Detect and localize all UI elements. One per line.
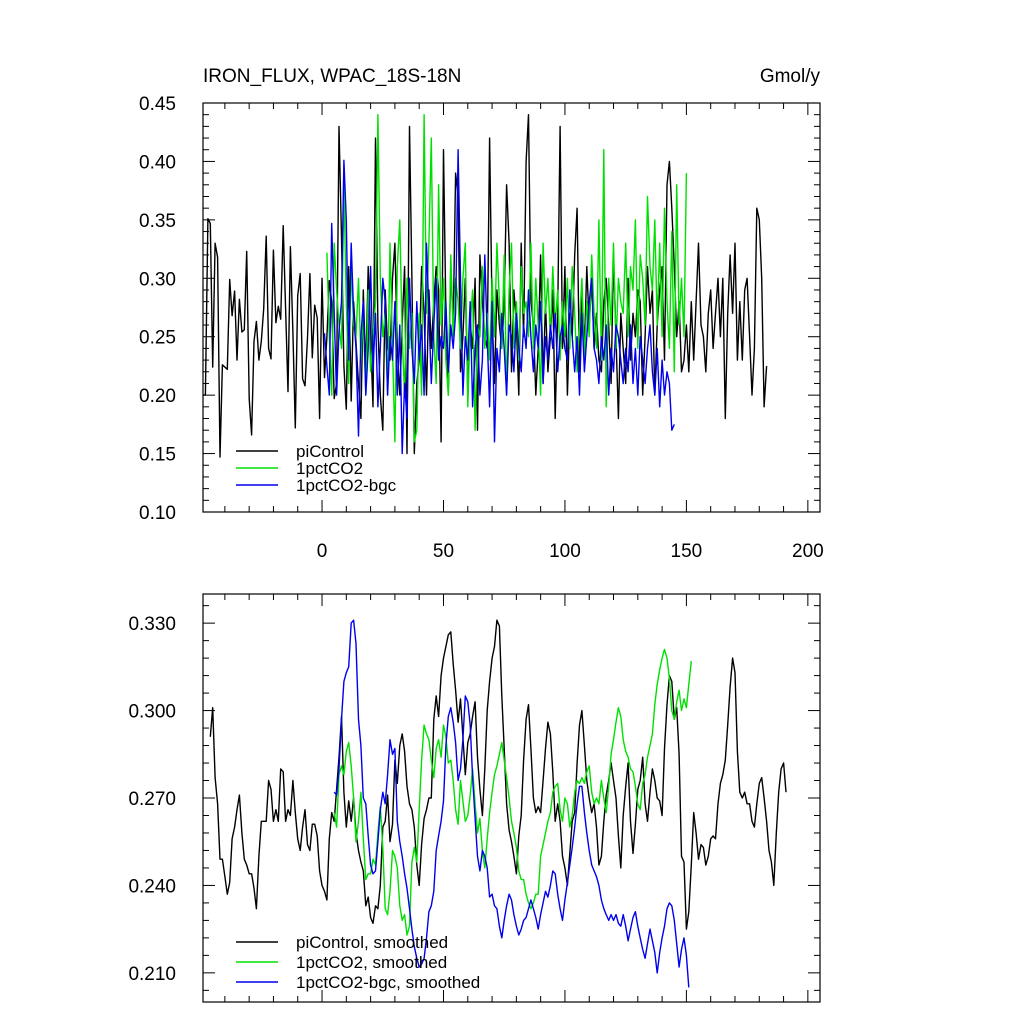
bottom-panel: 0.210 0.240 0.270 0.300 0.330 piControl, smoo…	[128, 593, 821, 1003]
y-tick-label: 0.270	[128, 789, 176, 810]
x-tick-label: 0	[317, 541, 328, 562]
y-tick-label: 0.30	[139, 269, 176, 290]
series-line-3	[323, 148, 675, 455]
legend-label: 1pctCO2-bgc	[296, 476, 397, 495]
legend-label: piControl, smoothed	[296, 933, 448, 952]
legend-label: 1pctCO2, smoothed	[296, 953, 447, 972]
series-line-2	[333, 648, 692, 936]
plot-frame	[202, 102, 821, 513]
series-line-3	[333, 619, 690, 988]
series-line-1	[209, 619, 787, 930]
y-tick-label: 0.20	[139, 386, 176, 407]
y-tick-label: 0.15	[139, 445, 176, 466]
y-tick-label: 0.10	[139, 503, 176, 524]
x-tick-label: 50	[433, 541, 454, 562]
x-tick-label: 150	[671, 541, 703, 562]
units-label: Gmol/y	[760, 66, 821, 87]
legend-label: 1pctCO2-bgc, smoothed	[296, 973, 480, 992]
top-panel: 0.10 0.15 0.20 0.25 0.30 0.35 0.40 0.45 0 50 100 15…	[139, 94, 824, 562]
y-tick-label: 0.330	[128, 614, 176, 635]
y-tick-label: 0.240	[128, 876, 176, 897]
chart-title: IRON_FLUX, WPAC_18S-18N	[203, 66, 461, 87]
x-tick-label: 200	[792, 541, 824, 562]
y-tick-label: 0.210	[128, 964, 176, 985]
x-tick-label: 100	[549, 541, 581, 562]
legend-label: piControl	[296, 442, 364, 461]
y-tick-label: 0.300	[128, 702, 176, 723]
legend-label: 1pctCO2	[296, 459, 363, 478]
y-tick-label: 0.40	[139, 152, 176, 173]
y-tick-label: 0.35	[139, 211, 176, 232]
y-tick-label: 0.45	[139, 94, 176, 115]
y-tick-label: 0.25	[139, 328, 176, 349]
